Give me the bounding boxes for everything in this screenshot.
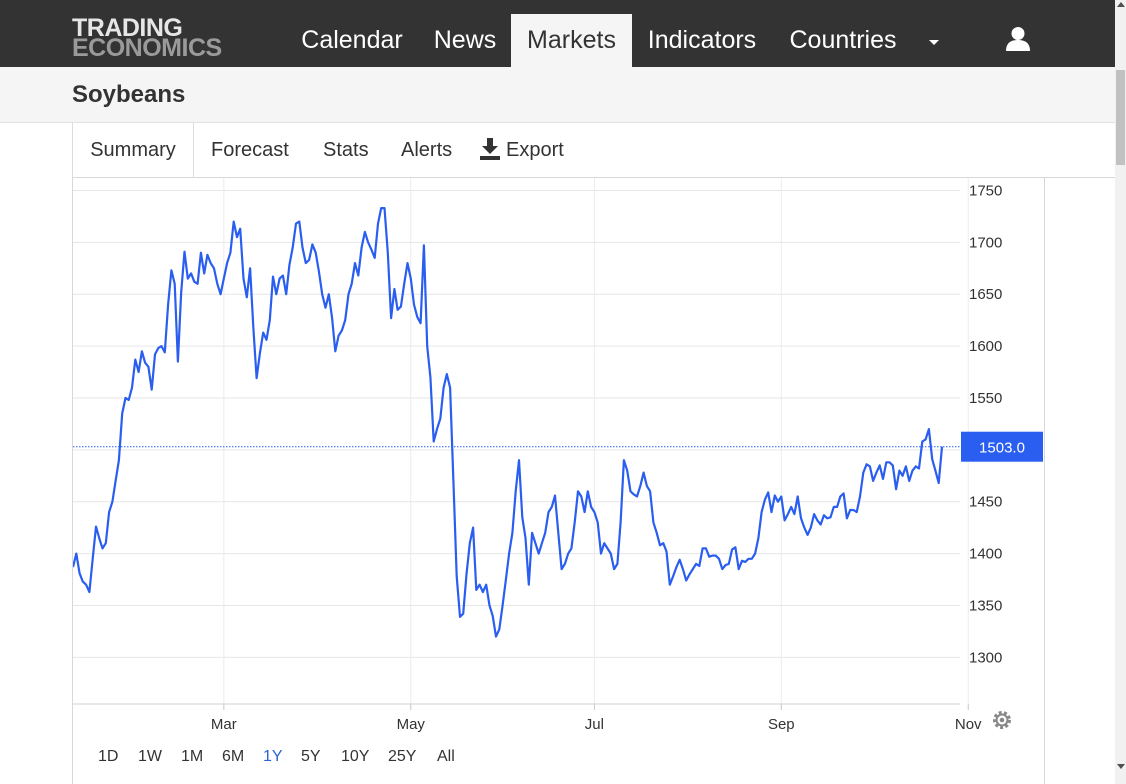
tab-stats[interactable]: Stats xyxy=(323,139,369,161)
x-tick-label: Sep xyxy=(768,716,795,733)
scrollbar[interactable] xyxy=(1115,0,1126,784)
tab-export[interactable]: Export xyxy=(506,139,564,161)
last-value-label: 1503.0 xyxy=(979,440,1025,457)
scroll-thumb[interactable] xyxy=(1116,70,1125,165)
tab-forecast[interactable]: Forecast xyxy=(211,139,289,161)
top-navbar: TRADING ECONOMICS Calendar News Markets … xyxy=(0,0,1115,67)
y-tick-label: 1550 xyxy=(969,390,1002,407)
y-tick-label: 1750 xyxy=(969,182,1002,199)
y-tick-label: 1300 xyxy=(969,649,1002,666)
x-tick-label: May xyxy=(397,716,426,733)
x-tick-label: Mar xyxy=(211,716,237,733)
logo-line2: ECONOMICS xyxy=(72,34,222,62)
title-bar: Soybeans xyxy=(0,67,1115,123)
trading-economics-logo[interactable]: TRADING ECONOMICS xyxy=(72,14,247,62)
tab-summary[interactable]: Summary xyxy=(72,123,194,177)
scroll-down-icon[interactable] xyxy=(1117,764,1125,769)
range-1d-button[interactable]: 1D xyxy=(98,748,119,765)
nav-countries[interactable]: Countries xyxy=(789,26,897,54)
nav-news[interactable]: News xyxy=(433,26,497,54)
y-tick-label: 1600 xyxy=(969,338,1002,355)
download-icon[interactable] xyxy=(480,138,500,160)
x-tick-label: Nov xyxy=(955,716,982,733)
nav-calendar[interactable]: Calendar xyxy=(301,26,403,54)
range-25y-button[interactable]: 25Y xyxy=(388,748,417,765)
range-5y-button[interactable]: 5Y xyxy=(301,748,321,765)
last-value-badge xyxy=(961,431,1043,462)
range-1m-button[interactable]: 1M xyxy=(181,748,204,765)
chart-panel: 1300135014001450150015501600165017001750… xyxy=(72,178,1045,784)
range-1w-button[interactable]: 1W xyxy=(138,748,162,765)
y-tick-label: 1700 xyxy=(969,234,1002,251)
caret-down-icon[interactable] xyxy=(929,40,939,45)
tab-alerts[interactable]: Alerts xyxy=(401,139,453,161)
range-10y-button[interactable]: 10Y xyxy=(341,748,370,765)
logo-line1: TRADING xyxy=(72,14,183,42)
nav-indicators[interactable]: Indicators xyxy=(647,26,757,54)
price-chart[interactable]: 1300135014001450150015501600165017001750… xyxy=(73,178,1043,784)
range-6m-button[interactable]: 6M xyxy=(222,748,245,765)
page-title: Soybeans xyxy=(72,81,186,108)
y-tick-label: 1450 xyxy=(969,494,1002,511)
gear-icon[interactable] xyxy=(991,709,1013,731)
x-tick-label: Jul xyxy=(585,716,604,733)
series-line xyxy=(73,207,944,638)
nav-markets[interactable]: Markets xyxy=(511,14,632,67)
y-tick-label: 1650 xyxy=(969,286,1002,303)
y-tick-label: 1350 xyxy=(969,597,1002,614)
y-tick-label: 1400 xyxy=(969,546,1002,563)
user-icon[interactable] xyxy=(1004,26,1032,52)
scroll-up-icon[interactable] xyxy=(1117,2,1125,7)
range-all-button[interactable]: All xyxy=(437,748,455,765)
range-1y-button[interactable]: 1Y xyxy=(263,748,283,765)
tab-bar: Summary Forecast Stats Alerts Export xyxy=(72,123,1115,178)
